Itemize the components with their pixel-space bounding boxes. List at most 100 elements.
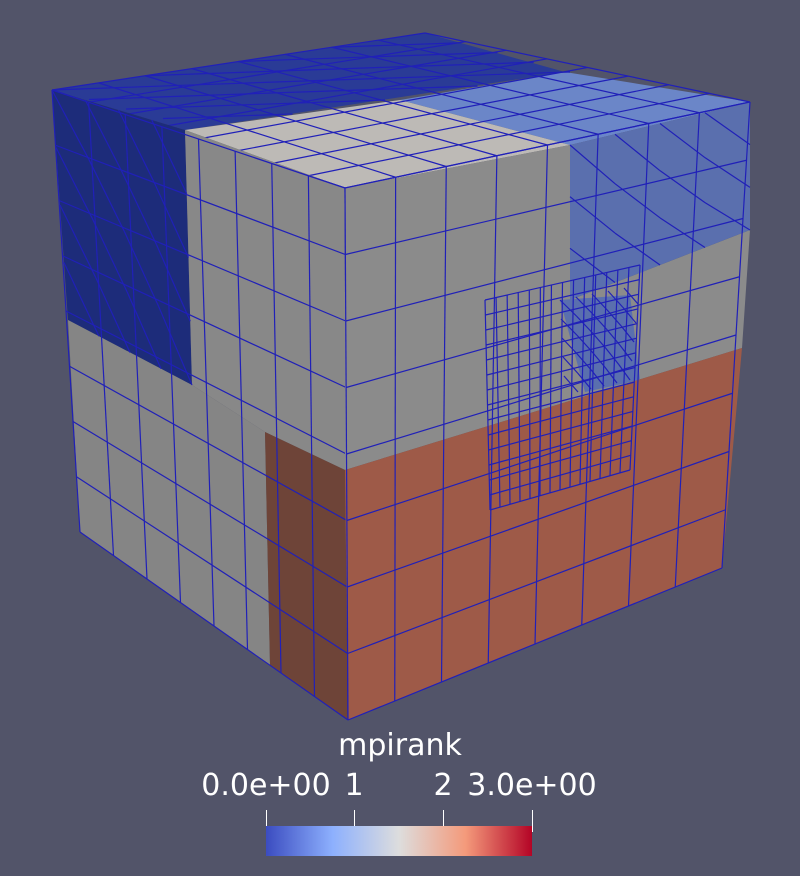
mesh-edge bbox=[55, 144, 346, 256]
mesh-diagonal bbox=[569, 247, 616, 283]
mesh-edge bbox=[58, 199, 346, 322]
mesh-diagonal bbox=[84, 99, 122, 171]
mesh-edge bbox=[487, 381, 635, 421]
mesh-diagonal bbox=[123, 231, 160, 307]
mesh-diagonal bbox=[368, 51, 498, 58]
legend-tick-mark-max bbox=[532, 810, 533, 832]
mesh-diagonal bbox=[95, 276, 131, 353]
mesh-edge bbox=[271, 84, 669, 165]
legend-tick-label-1: 1 bbox=[344, 768, 364, 803]
mesh-diagonal bbox=[348, 85, 478, 91]
mesh-edge bbox=[235, 75, 629, 152]
mesh-edge bbox=[486, 337, 637, 376]
mesh-diagonal bbox=[145, 70, 276, 77]
mesh-edge bbox=[345, 217, 744, 322]
mesh-diagonal bbox=[576, 353, 592, 371]
mesh-diagonal bbox=[218, 89, 349, 96]
left-grid bbox=[51, 89, 349, 721]
mesh-edge bbox=[489, 454, 631, 496]
mesh-edge bbox=[345, 159, 747, 256]
mesh-edge bbox=[486, 352, 636, 391]
mesh-edge bbox=[88, 41, 466, 103]
mesh-diagonal bbox=[91, 217, 128, 293]
top-grid bbox=[51, 32, 751, 189]
mesh-diagonal bbox=[622, 306, 637, 324]
legend-tick-mark-1 bbox=[354, 810, 355, 832]
mesh-edge bbox=[69, 365, 348, 522]
mesh-edge bbox=[344, 101, 751, 189]
mesh-edge bbox=[161, 58, 547, 128]
mesh-diagonal bbox=[117, 109, 155, 183]
mesh-diagonal bbox=[606, 309, 622, 327]
legend-tick-mark-2 bbox=[443, 810, 444, 832]
mesh-diagonal bbox=[659, 170, 706, 204]
mesh-edge bbox=[489, 440, 632, 481]
mesh-edge bbox=[308, 92, 710, 177]
mesh-diagonal bbox=[704, 157, 751, 188]
mesh-diagonal bbox=[614, 133, 661, 172]
mesh-diagonal bbox=[182, 80, 312, 86]
mesh-edge bbox=[347, 567, 723, 721]
mesh-diagonal bbox=[591, 293, 608, 311]
mesh-diagonal bbox=[569, 196, 616, 234]
legend-tick-label-2: 2 bbox=[433, 768, 453, 803]
mesh-diagonal bbox=[151, 119, 188, 195]
left-region-rank2-lower bbox=[68, 320, 270, 665]
mesh-diagonal bbox=[404, 61, 534, 68]
mesh-edge bbox=[485, 308, 638, 346]
cube-top-face bbox=[51, 32, 751, 189]
mesh-diagonal bbox=[155, 244, 191, 322]
mesh-diagonal bbox=[607, 290, 624, 308]
mesh-diagonal bbox=[704, 112, 751, 146]
mesh-diagonal bbox=[575, 315, 593, 333]
mesh-diagonal bbox=[614, 183, 661, 219]
mesh-diagonal bbox=[311, 75, 442, 82]
mesh-diagonal bbox=[614, 232, 661, 266]
mesh-diagonal bbox=[590, 369, 605, 387]
mesh-diagonal bbox=[562, 356, 579, 374]
mesh-edge bbox=[486, 322, 638, 361]
mesh-diagonal bbox=[51, 89, 90, 160]
mesh-diagonal bbox=[55, 147, 93, 219]
mesh-diagonal bbox=[605, 328, 621, 346]
mesh-diagonal bbox=[63, 262, 100, 337]
mesh-diagonal bbox=[604, 366, 618, 384]
mesh-diagonal bbox=[162, 113, 293, 120]
mesh-edge bbox=[79, 531, 349, 721]
mesh-diagonal bbox=[591, 312, 607, 330]
mesh-edge bbox=[65, 310, 347, 455]
mesh-diagonal bbox=[125, 103, 256, 110]
mesh-diagonal bbox=[617, 363, 631, 381]
mesh-diagonal bbox=[88, 94, 219, 101]
left-region-rank2 bbox=[185, 130, 345, 470]
cube-left-face bbox=[51, 89, 349, 721]
mesh-diagonal bbox=[88, 158, 125, 232]
legend-title: mpirank bbox=[338, 728, 462, 763]
mesh-diagonal bbox=[577, 372, 592, 390]
mesh-diagonal bbox=[590, 350, 606, 368]
cube-right-face bbox=[344, 101, 751, 721]
mesh-diagonal bbox=[619, 344, 633, 362]
mesh-edge bbox=[489, 469, 631, 511]
mesh-diagonal bbox=[275, 66, 405, 72]
mesh-edge bbox=[347, 509, 726, 655]
mesh-diagonal bbox=[575, 296, 593, 314]
mesh-edge bbox=[198, 66, 588, 140]
mesh-edge bbox=[125, 49, 507, 116]
mesh-diagonal bbox=[238, 56, 369, 63]
mesh-edge bbox=[488, 425, 633, 466]
mesh-edge bbox=[488, 396, 634, 436]
mesh-edge bbox=[62, 255, 347, 389]
mesh-diagonal bbox=[605, 347, 619, 365]
mesh-diagonal bbox=[659, 217, 706, 249]
top-region-rank1 bbox=[400, 72, 750, 145]
legend-tick-label-min: 0.0e+00 bbox=[201, 768, 331, 803]
right-grid bbox=[344, 101, 751, 721]
mesh-diagonal bbox=[441, 71, 571, 77]
mesh-edge bbox=[485, 293, 639, 331]
mesh-edge bbox=[51, 89, 346, 189]
mesh-diagonal bbox=[561, 337, 578, 355]
mesh-diagonal bbox=[620, 325, 635, 343]
